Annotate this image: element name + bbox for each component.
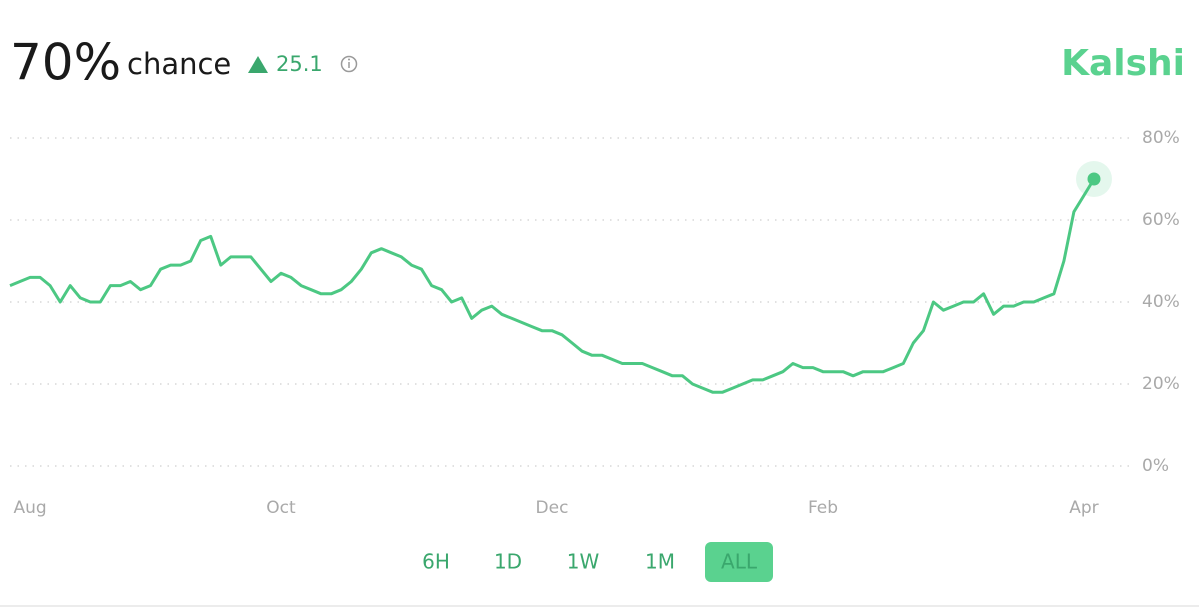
plot: 0% 20% 40% 60% 80% Aug Oct Dec Feb Apr (9, 128, 1180, 518)
chance-label: chance (127, 47, 231, 81)
range-button[interactable]: 1M (645, 550, 675, 574)
brand: Kalshi (1061, 43, 1185, 84)
range-button[interactable]: ALL (705, 542, 773, 582)
range-button[interactable]: 6H (422, 550, 450, 574)
range-button-label: 1M (645, 550, 675, 574)
range-buttons: 6H 1D 1W 1M ALL (422, 542, 773, 582)
info-icon[interactable] (340, 55, 358, 73)
probability: 70% (10, 34, 121, 92)
y-tick-label: 80% (1142, 128, 1180, 148)
range-button[interactable]: 1W (567, 550, 600, 574)
y-tick-label: 40% (1142, 292, 1180, 312)
x-tick-label: Apr (1069, 498, 1098, 518)
range-button-label: 1W (567, 550, 600, 574)
range-button[interactable]: 1D (494, 550, 522, 574)
y-tick-label: 20% (1142, 374, 1180, 394)
range-button-label: 6H (422, 550, 450, 574)
price-line (9, 178, 1096, 394)
x-tick-label: Oct (266, 498, 296, 518)
x-tick-label: Feb (808, 498, 838, 518)
range-button-label: ALL (721, 550, 758, 574)
range-button-label: 1D (494, 550, 522, 574)
x-tick-label: Aug (13, 498, 46, 518)
last-point (1087, 172, 1101, 186)
change: 25.1 (276, 52, 323, 76)
x-tick-label: Dec (536, 498, 569, 518)
y-tick-label: 60% (1142, 210, 1180, 230)
y-tick-label: 0% (1142, 456, 1169, 476)
active-button-bg (705, 542, 773, 582)
up-arrow (248, 56, 268, 73)
